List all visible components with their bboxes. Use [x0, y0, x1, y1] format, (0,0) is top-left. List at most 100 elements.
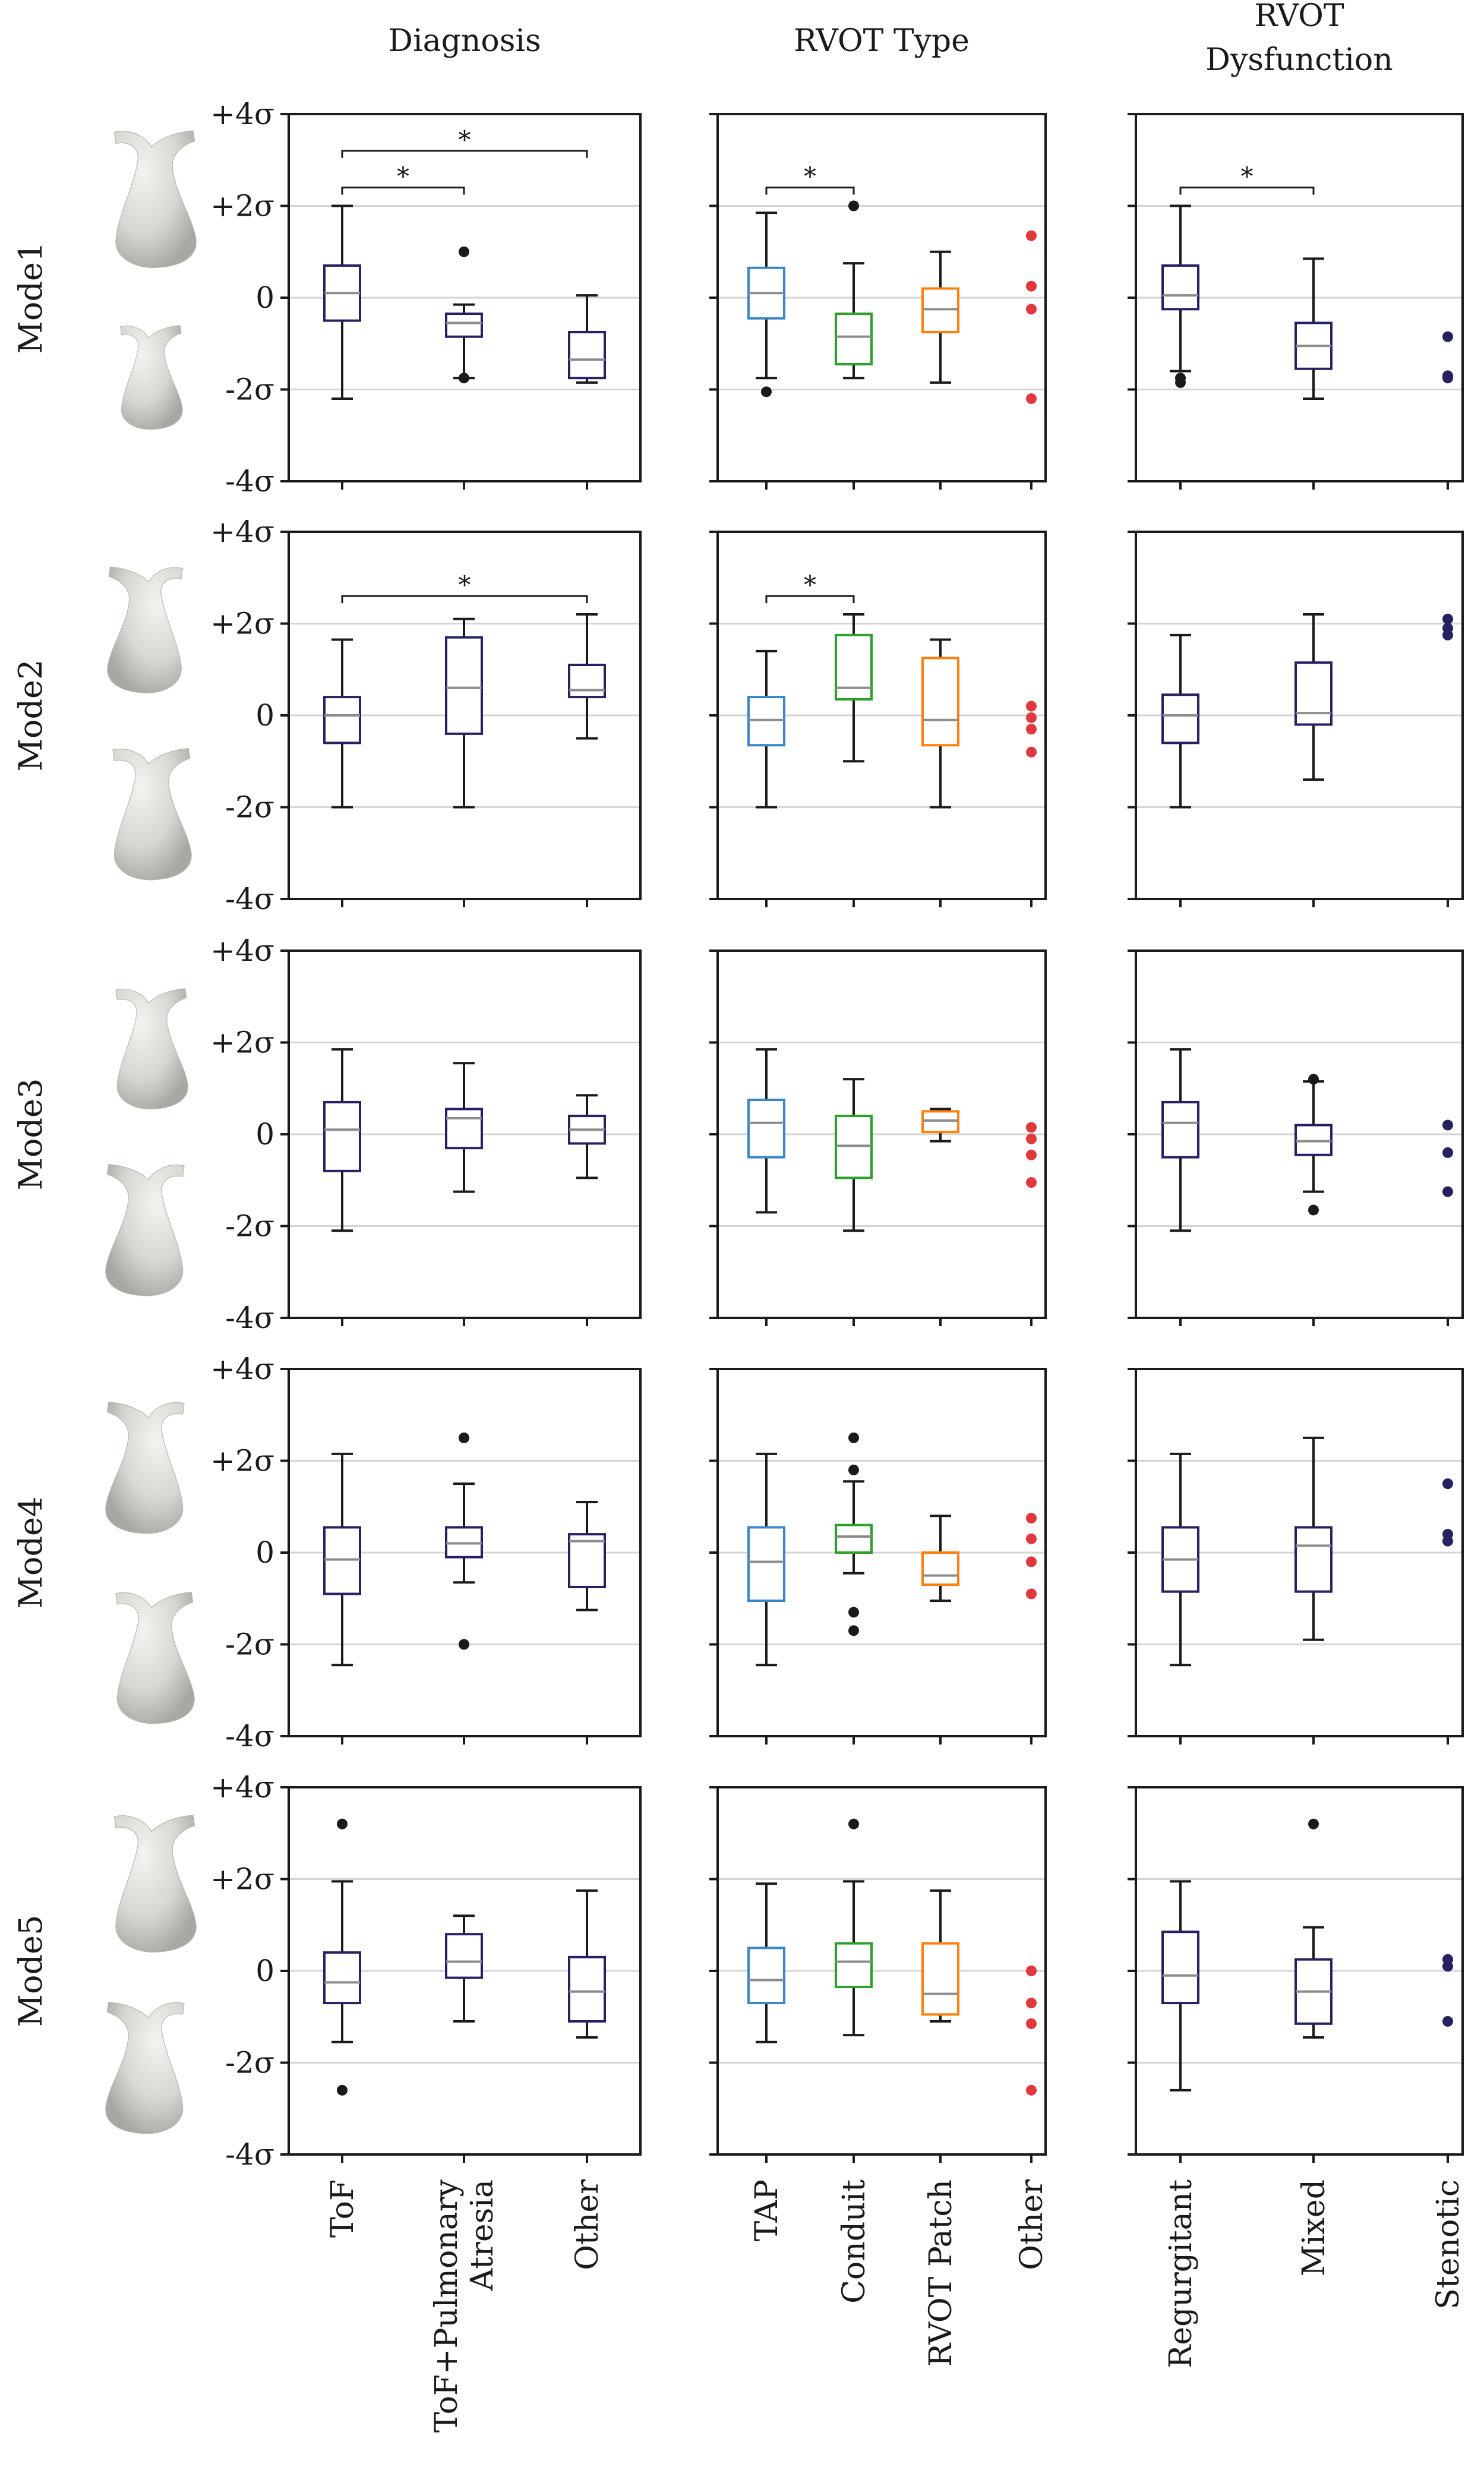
heart-shape-icon [105, 2001, 185, 2134]
significance-star: * [397, 162, 409, 191]
boxplot-panel: * [709, 531, 1047, 907]
y-tick-label: +4σ [210, 933, 274, 968]
data-point [1026, 1513, 1037, 1524]
outlier-point [1308, 1074, 1319, 1085]
column-title: RVOT Type [794, 23, 970, 59]
box-iqr [568, 1955, 606, 2023]
outlier-point [1175, 377, 1186, 388]
data-point [1026, 1966, 1037, 1976]
outlier-point [848, 1818, 859, 1829]
box-iqr [445, 1933, 483, 1979]
outlier-point [337, 1818, 348, 1829]
heart-shape-icon [115, 988, 188, 1110]
box-iqr [747, 1099, 785, 1159]
column-title: Diagnosis [388, 23, 541, 59]
y-tick-label: 0 [255, 1535, 274, 1570]
significance-bracket [765, 187, 855, 195]
data-point [1026, 1998, 1037, 2009]
data-point [1026, 1177, 1037, 1188]
category-label: Regurgitant [1163, 2179, 1199, 2368]
data-point [1026, 280, 1037, 292]
heart-shape-icon [107, 566, 184, 693]
box-iqr [323, 696, 361, 745]
column-title: Dysfunction [1205, 42, 1393, 78]
y-tick-label: +4σ [210, 1352, 274, 1386]
data-point [1442, 1961, 1453, 1972]
box-iqr [568, 664, 606, 699]
boxplot-panel [1128, 949, 1464, 1326]
box-iqr [445, 1108, 483, 1150]
data-point [1026, 230, 1037, 241]
boxplot-panel: * [709, 113, 1047, 490]
boxplot-panel: +4σ +2σ 0 -2σ -4σ * [210, 515, 642, 916]
box-iqr [921, 657, 959, 747]
category-label: TAP [749, 2179, 785, 2241]
data-point [1442, 1478, 1453, 1490]
data-point [1026, 1122, 1037, 1133]
outlier-point [459, 373, 469, 384]
boxplot-panel [1128, 1786, 1464, 2163]
significance-bracket [341, 150, 588, 158]
box-iqr [835, 1523, 873, 1554]
y-tick-label: 0 [255, 280, 274, 315]
data-point [1442, 613, 1453, 624]
box-iqr [921, 1551, 959, 1586]
data-point [1442, 2015, 1453, 2027]
boxplot-panel: +4σ +2σ 0 -2σ -4σ [210, 1352, 642, 1753]
y-tick-label: 0 [255, 698, 274, 733]
data-point [1442, 1186, 1453, 1197]
row-label: Mode4 [12, 1497, 49, 1609]
y-tick-label: -4σ [225, 1301, 274, 1335]
data-point [1442, 1535, 1453, 1547]
y-tick-label: -4σ [225, 2137, 274, 2172]
y-tick-label: +2σ [210, 607, 274, 641]
box-iqr [921, 1942, 959, 2016]
significance-star: * [804, 570, 816, 600]
category-label: RVOT Patch [923, 2179, 959, 2367]
significance-star: * [459, 125, 471, 154]
category-label: ToF+Pulmonary [429, 2179, 465, 2433]
data-point [1026, 724, 1037, 735]
heart-shape-icon [105, 1163, 185, 1296]
row-label: Mode3 [12, 1078, 49, 1191]
box-iqr [1161, 1100, 1199, 1159]
data-point [1026, 393, 1037, 404]
row-label: Mode5 [12, 1915, 49, 2027]
data-point [1026, 1556, 1037, 1567]
y-tick-label: +2σ [210, 1444, 274, 1478]
y-tick-label: -4σ [225, 882, 274, 916]
row-label: Mode2 [12, 660, 49, 772]
box-iqr [445, 313, 483, 338]
significance-star: * [459, 570, 471, 600]
heart-shape-icon [113, 1815, 197, 1953]
boxplot-panel [1128, 531, 1464, 907]
outlier-point [337, 2084, 348, 2096]
outlier-point [848, 1432, 859, 1443]
significance-bracket [765, 595, 855, 604]
data-point [1026, 1133, 1037, 1144]
box-iqr [835, 633, 873, 701]
boxplot-panel [709, 1786, 1047, 2163]
data-point [1442, 1119, 1453, 1131]
data-point [1026, 304, 1037, 315]
data-point [1026, 1588, 1037, 1600]
outlier-point [848, 1464, 859, 1475]
boxplot-panel [1128, 1368, 1464, 1744]
significance-bracket [341, 187, 465, 195]
data-point [1026, 712, 1037, 723]
significance-star: * [804, 162, 816, 191]
y-tick-label: +2σ [210, 189, 274, 223]
data-point [1026, 1533, 1037, 1544]
significance-bracket [341, 595, 588, 604]
y-tick-label: 0 [255, 1117, 274, 1152]
boxplot-panel: +4σ +2σ 0 -2σ -4σ [210, 1770, 642, 2172]
category-label: Stenotic [1431, 2179, 1466, 2310]
box-iqr [568, 330, 606, 380]
box-iqr [835, 313, 873, 366]
data-point [1442, 373, 1453, 384]
heart-shape-icon [119, 325, 183, 430]
outlier-point [459, 1639, 469, 1650]
y-tick-label: -2σ [225, 1627, 274, 1662]
y-tick-label: 0 [255, 1954, 274, 1988]
category-label: Other [1014, 2179, 1050, 2270]
